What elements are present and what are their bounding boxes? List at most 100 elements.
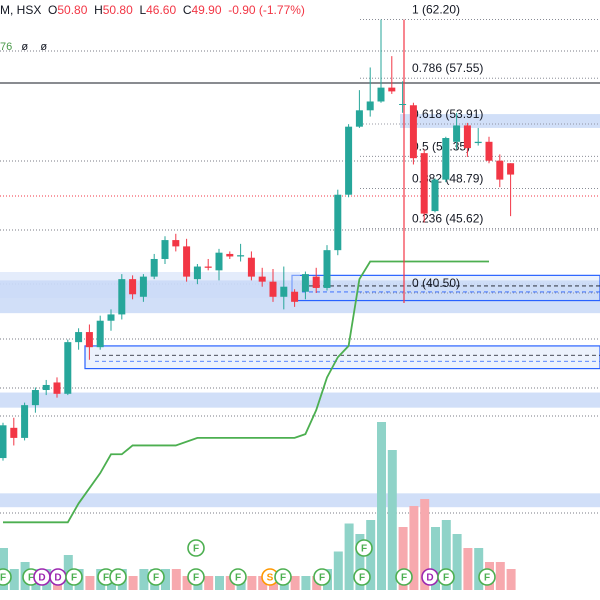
- candle-body[interactable]: [42, 384, 50, 391]
- volume-bar: [366, 520, 376, 590]
- candle-body[interactable]: [269, 281, 277, 297]
- candle-body[interactable]: [129, 279, 137, 295]
- candle-body[interactable]: [258, 276, 266, 282]
- candle-body[interactable]: [323, 250, 331, 288]
- volume-bar: [258, 576, 268, 590]
- volume-bar: [215, 576, 224, 590]
- earnings-marker[interactable]: [313, 568, 331, 586]
- candle-body[interactable]: [247, 257, 255, 277]
- candle-body[interactable]: [150, 258, 158, 277]
- marker-letter: F: [28, 573, 34, 584]
- volume-bar: [441, 520, 451, 590]
- volume-bar: [398, 527, 408, 590]
- marker-letter: F: [361, 544, 367, 555]
- zone-box[interactable]: [400, 114, 600, 128]
- candle-body[interactable]: [64, 342, 72, 394]
- candle-body[interactable]: [280, 286, 288, 297]
- zone-box[interactable]: [0, 493, 600, 508]
- volume-bar: [204, 576, 214, 590]
- marker-letter: F: [153, 573, 159, 584]
- earnings-marker[interactable]: [478, 568, 496, 586]
- candle-body[interactable]: [301, 274, 309, 292]
- zone-box[interactable]: [0, 392, 600, 408]
- indicator-param-a: ø: [21, 41, 29, 53]
- candle-body[interactable]: [409, 105, 417, 159]
- candle-body[interactable]: [96, 320, 104, 348]
- earnings-marker[interactable]: [65, 568, 83, 586]
- candle-body[interactable]: [345, 126, 353, 195]
- candle-body[interactable]: [496, 160, 504, 180]
- zone-box[interactable]: [84, 345, 600, 370]
- earnings-marker[interactable]: [229, 568, 247, 586]
- earnings-marker[interactable]: [395, 568, 413, 586]
- candle-body[interactable]: [183, 246, 191, 277]
- symbol-exchange: M, HSX: [0, 3, 42, 17]
- volume-bar: [409, 506, 419, 590]
- candle-body[interactable]: [507, 163, 515, 175]
- candle-body[interactable]: [31, 390, 39, 406]
- volume-bar: [139, 569, 149, 590]
- candle-body[interactable]: [312, 276, 320, 288]
- candle-body[interactable]: [161, 240, 169, 259]
- volume-bar: [420, 499, 430, 590]
- low-value: 46.60: [146, 3, 177, 17]
- candle-body[interactable]: [139, 276, 147, 297]
- candle-body[interactable]: [107, 314, 115, 321]
- candle-body[interactable]: [485, 141, 493, 161]
- earnings-marker[interactable]: [437, 568, 455, 586]
- candle-body[interactable]: [420, 153, 428, 214]
- candle-body[interactable]: [10, 427, 18, 438]
- earnings-marker[interactable]: [355, 539, 373, 557]
- marker-letter: D: [426, 573, 433, 584]
- candle-body[interactable]: [463, 125, 471, 149]
- candle-body[interactable]: [237, 255, 245, 257]
- supply-demand-zones: [0, 114, 600, 508]
- candle-body[interactable]: [388, 87, 396, 92]
- candle-body[interactable]: [366, 101, 374, 111]
- indicator-value: 76: [0, 41, 13, 53]
- earnings-marker[interactable]: [187, 539, 205, 557]
- candle-body[interactable]: [53, 382, 61, 394]
- candle-body[interactable]: [118, 279, 126, 315]
- zone-box[interactable]: [0, 272, 300, 298]
- marker-letter: F: [401, 573, 407, 584]
- volume-bar: [290, 576, 300, 590]
- earnings-marker[interactable]: [187, 568, 205, 586]
- candle-body[interactable]: [453, 125, 461, 142]
- earnings-marker[interactable]: [147, 568, 165, 586]
- earnings-marker[interactable]: [353, 568, 371, 586]
- volume-bar: [377, 422, 386, 590]
- candle-body[interactable]: [75, 332, 83, 343]
- volume-bar: [495, 562, 505, 590]
- earnings-marker[interactable]: [274, 568, 292, 586]
- candle-body[interactable]: [442, 138, 450, 180]
- low-label: L: [139, 3, 147, 17]
- candle-body[interactable]: [291, 291, 299, 302]
- candle-body[interactable]: [204, 266, 212, 268]
- fib-level-label: 1 (62.20): [412, 3, 460, 17]
- earnings-marker[interactable]: [0, 568, 12, 586]
- candle-body[interactable]: [431, 179, 439, 212]
- volume-bar: [506, 569, 516, 590]
- earnings-marker[interactable]: [109, 568, 127, 586]
- candle-body[interactable]: [85, 332, 93, 348]
- close-value: 49.90: [191, 3, 222, 17]
- indicator-param-b: ø: [40, 41, 48, 53]
- candle-body[interactable]: [377, 87, 385, 102]
- candle-body[interactable]: [215, 252, 223, 271]
- candle-body[interactable]: [193, 266, 201, 280]
- fib-level-label: 0 (40.50): [412, 276, 460, 290]
- candle-body[interactable]: [226, 253, 234, 257]
- zone-box[interactable]: [291, 274, 600, 302]
- candle-body[interactable]: [399, 104, 407, 105]
- indicator-legend[interactable]: 76 ø ø: [0, 41, 47, 53]
- volume-bar: [355, 534, 365, 590]
- candle-body[interactable]: [355, 110, 363, 127]
- candle-body[interactable]: [21, 405, 29, 438]
- marker-letter: F: [71, 573, 77, 584]
- candle-body[interactable]: [474, 141, 482, 144]
- candle-body[interactable]: [0, 425, 7, 459]
- candle-body[interactable]: [334, 194, 342, 251]
- candle-body[interactable]: [172, 240, 180, 247]
